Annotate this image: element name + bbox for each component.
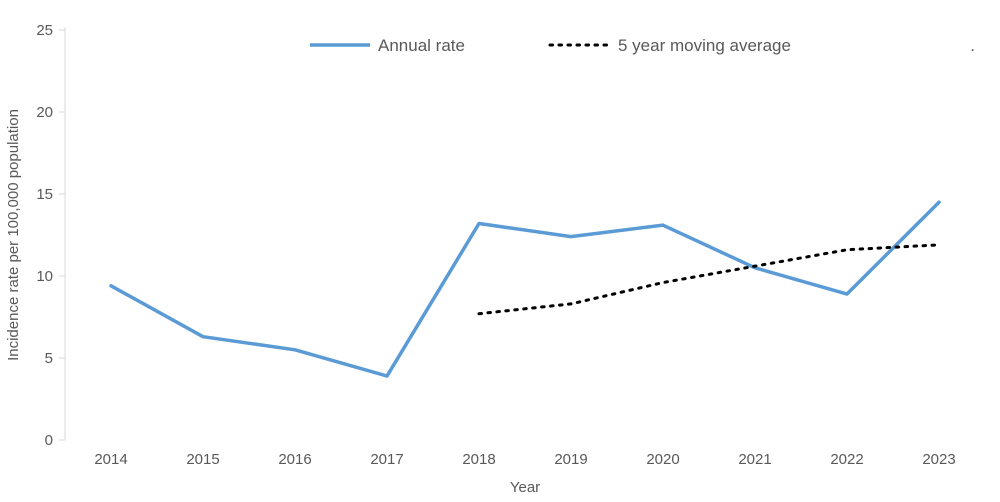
legend-label-moving-avg: 5 year moving average <box>618 36 791 55</box>
x-tick-label: 2023 <box>922 451 955 468</box>
legend-label-annual: Annual rate <box>378 36 465 55</box>
y-tick-label: 5 <box>45 350 53 367</box>
x-tick-label: 2020 <box>646 451 679 468</box>
x-tick-label: 2019 <box>554 451 587 468</box>
x-tick-label: 2016 <box>278 451 311 468</box>
y-tick-label: 25 <box>36 22 53 39</box>
y-tick-label: 0 <box>45 432 53 449</box>
y-tick-label: 10 <box>36 268 53 285</box>
chart-svg: 0 5 10 15 20 25 2014 2015 2016 2017 2018 2019 2020 20… <box>0 0 1000 502</box>
incidence-line-chart: 0 5 10 15 20 25 2014 2015 2016 2017 2018 2019 2020 20… <box>0 0 1000 502</box>
x-tick-label: 2017 <box>370 451 403 468</box>
x-tick-label: 2021 <box>738 451 771 468</box>
x-tick-label: 2022 <box>830 451 863 468</box>
x-tick-label: 2018 <box>462 451 495 468</box>
y-tick-label: 20 <box>36 104 53 121</box>
x-axis-title: Year <box>510 479 540 496</box>
chart-background <box>0 0 1000 502</box>
y-tick-label: 15 <box>36 186 53 203</box>
x-tick-label: 2015 <box>186 451 219 468</box>
y-axis-title: Incidence rate per 100,000 population <box>5 109 22 361</box>
x-tick-label: 2014 <box>94 451 127 468</box>
legend-trailing-dot: . <box>970 36 975 55</box>
